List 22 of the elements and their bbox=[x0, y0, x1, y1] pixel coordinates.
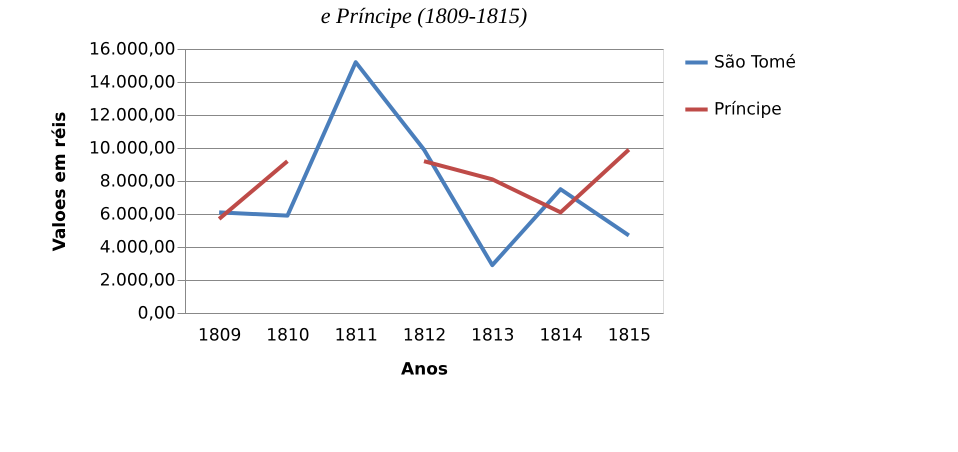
x-axis-title: Anos bbox=[400, 360, 448, 380]
y-axis-title: Valoes em réis bbox=[50, 112, 70, 252]
x-tick-label: 1811 bbox=[334, 326, 378, 346]
y-tick-label: 2.000,00 bbox=[100, 270, 176, 290]
y-tick-label: 6.000,00 bbox=[100, 204, 176, 224]
y-tick-label: 16.000,00 bbox=[88, 40, 176, 60]
x-tick-label: 1809 bbox=[198, 326, 242, 346]
y-tick-label: 0,00 bbox=[138, 304, 176, 324]
y-tick-label: 4.000,00 bbox=[100, 238, 176, 258]
line-series bbox=[217, 60, 631, 268]
x-tick-label: 1815 bbox=[608, 326, 651, 346]
legend-label: São Tomé bbox=[714, 52, 796, 72]
x-tick-label: 1813 bbox=[471, 326, 514, 346]
y-tick-label: 8.000,00 bbox=[100, 172, 176, 192]
y-tick-label: 10.000,00 bbox=[88, 138, 176, 158]
x-tick-label: 1814 bbox=[539, 326, 583, 346]
x-tick-label: 1812 bbox=[402, 326, 446, 346]
y-tick-label: 14.000,00 bbox=[88, 72, 176, 92]
legend-label: Príncipe bbox=[714, 100, 782, 120]
chart-title: e Príncipe (1809-1815) bbox=[320, 3, 528, 28]
y-tick-label: 12.000,00 bbox=[88, 106, 176, 126]
x-tick-label: 1810 bbox=[266, 326, 310, 346]
